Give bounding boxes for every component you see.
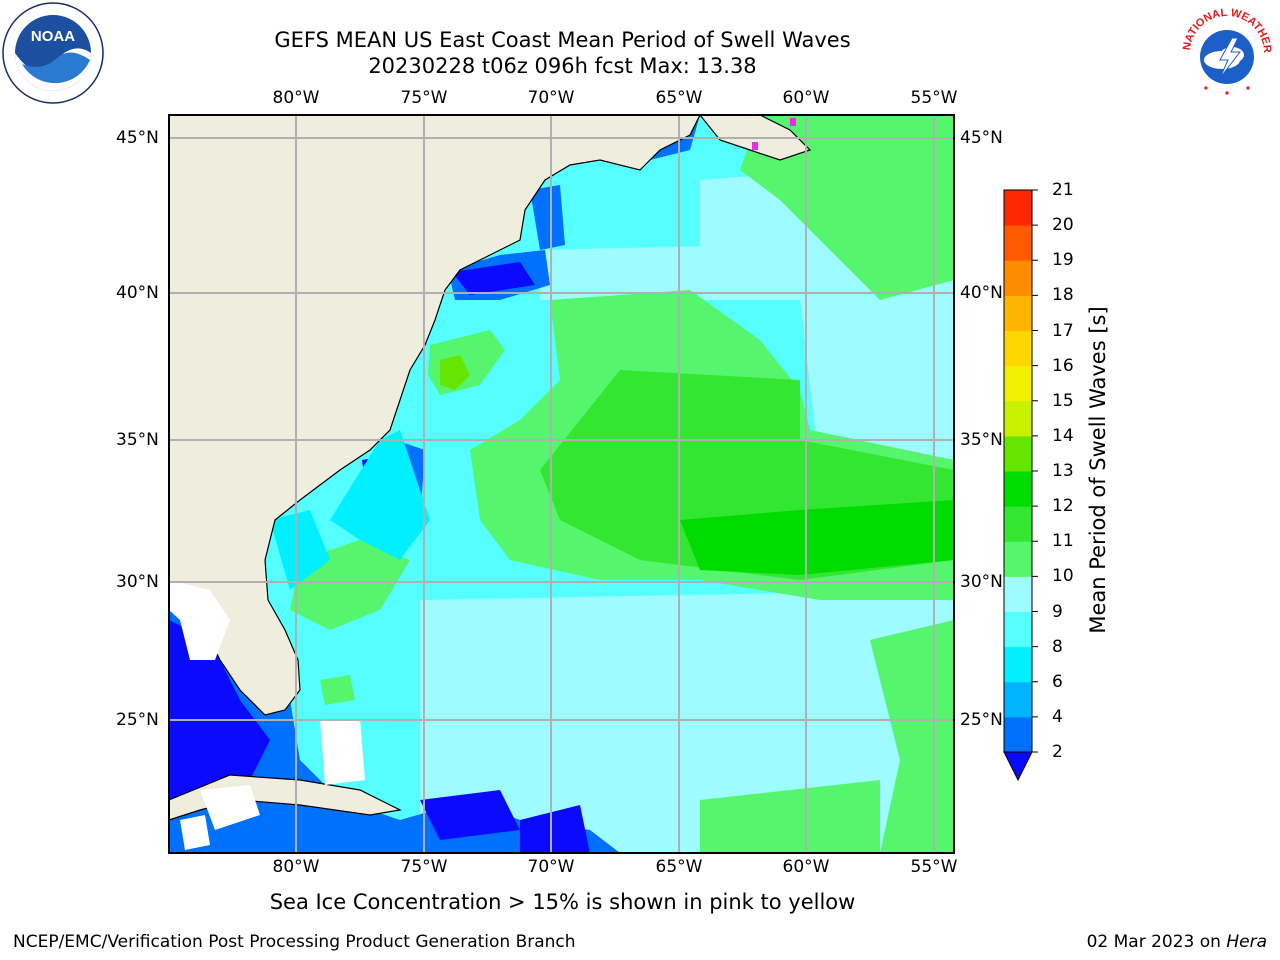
footer-right: 02 Mar 2023 on Hera (1087, 932, 1267, 952)
colorbar-segment (1004, 400, 1032, 437)
colorbar-segment (1004, 330, 1032, 367)
map-frame (168, 114, 955, 854)
nws-logo: NATIONAL WEATHER SERVICE (1176, 2, 1276, 102)
footer-left: NCEP/EMC/Verification Post Processing Pr… (13, 932, 576, 952)
sea-ice-pixels (752, 118, 796, 150)
colorbar-segment (1004, 471, 1032, 507)
colorbar-segment (1004, 190, 1032, 226)
period-9-11-region (290, 115, 954, 853)
footer-host: Hera (1226, 932, 1267, 952)
colorbar-segment (1004, 435, 1032, 472)
colorbar-segment (1004, 225, 1032, 261)
colorbar-tick-label: 8 (1052, 636, 1063, 657)
colorbar-tick-label: 4 (1052, 706, 1063, 727)
colorbar-tick-label: 10 (1052, 566, 1074, 587)
noaa-logo: NOAA (2, 2, 104, 104)
lon-label-bottom: 60°W (782, 857, 830, 877)
colorbar-tick-label: 12 (1052, 496, 1074, 517)
colorbar-under-arrow (1003, 751, 1033, 782)
colorbar-tick-label: 16 (1052, 355, 1074, 376)
period-6-8-region (270, 430, 430, 590)
map-title: GEFS MEAN US East Coast Mean Period of S… (274, 28, 851, 52)
lon-label-top: 55°W (910, 88, 958, 108)
colorbar-tick-label: 18 (1052, 285, 1074, 306)
colorbar-tick-label: 21 (1052, 180, 1074, 200)
colorbar-segment (1004, 576, 1032, 612)
noaa-logo-text: NOAA (31, 28, 75, 45)
colorbar-tick-label: 9 (1052, 601, 1063, 622)
lat-label-right: 45°N (960, 128, 1003, 148)
lon-label-bottom: 55°W (910, 857, 958, 877)
colorbar-tick-label: 2 (1052, 742, 1063, 762)
colorbar-tick-label: 17 (1052, 320, 1074, 341)
sea-ice-note: Sea Ice Concentration > 15% is shown in … (269, 890, 856, 914)
lat-label-right: 30°N (960, 572, 1003, 592)
colorbar-segment (1004, 506, 1032, 542)
lat-label-left: 35°N (116, 430, 159, 450)
lon-label-bottom: 75°W (400, 857, 448, 877)
lon-label-bottom: 80°W (272, 857, 320, 877)
lon-label-top: 80°W (272, 88, 320, 108)
colorbar-tick-label: 13 (1052, 461, 1074, 481)
map-subtitle: 20230228 t06z 096h fcst Max: 13.38 (368, 54, 757, 78)
colorbar-segment (1004, 541, 1032, 577)
colorbar-segment (1004, 681, 1032, 718)
colorbar-tick-label: 15 (1052, 390, 1074, 411)
lat-label-left: 45°N (116, 128, 159, 148)
lon-label-top: 70°W (527, 88, 575, 108)
lat-label-left: 30°N (116, 572, 159, 592)
lon-label-top: 65°W (655, 88, 703, 108)
lon-label-bottom: 70°W (527, 857, 575, 877)
colorbar-segment (1004, 295, 1032, 331)
lat-label-right: 35°N (960, 430, 1003, 450)
lon-label-top: 75°W (400, 88, 448, 108)
colorbar-segment (1004, 611, 1032, 648)
colorbar-segment (1004, 716, 1032, 753)
lat-label-right: 40°N (960, 283, 1003, 303)
lat-label-left: 40°N (116, 283, 159, 303)
footer-date: 02 Mar 2023 on (1086, 932, 1227, 952)
colorbar-segment (1004, 260, 1032, 296)
colorbar-tick-label: 14 (1052, 425, 1074, 446)
lat-label-right: 25°N (960, 710, 1003, 730)
lon-label-bottom: 65°W (655, 857, 703, 877)
colorbar-tick-label: 6 (1052, 671, 1063, 692)
colorbar-segment (1004, 646, 1032, 683)
colorbar-title: Mean Period of Swell Waves [s] (1086, 306, 1110, 634)
no-data-regions (169, 580, 365, 850)
colorbar-tick-label: 19 (1052, 250, 1074, 271)
map-gridlines (169, 115, 954, 853)
lat-label-left: 25°N (116, 710, 159, 730)
colorbar-tick-label: 11 (1052, 531, 1074, 552)
colorbar-segment (1004, 365, 1032, 402)
colorbar (1003, 189, 1038, 782)
lon-label-top: 60°W (782, 88, 830, 108)
colorbar-tick-label: 20 (1052, 215, 1074, 236)
